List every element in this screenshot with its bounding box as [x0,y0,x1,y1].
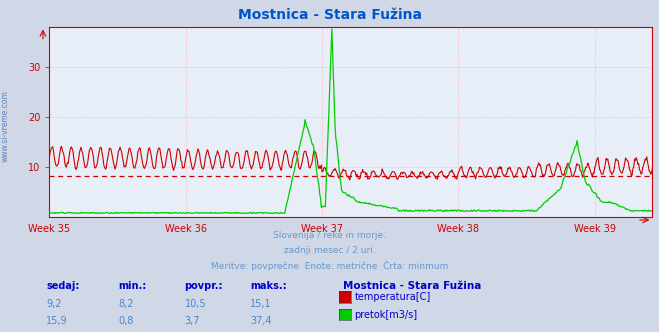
Text: 15,1: 15,1 [250,299,272,309]
Text: 9,2: 9,2 [46,299,62,309]
Text: maks.:: maks.: [250,281,287,290]
Text: 15,9: 15,9 [46,316,68,326]
Text: Week 35: Week 35 [28,224,71,234]
Text: www.si-vreme.com: www.si-vreme.com [1,90,10,162]
Text: 3,7: 3,7 [185,316,200,326]
Text: 8,2: 8,2 [119,299,134,309]
Text: 37,4: 37,4 [250,316,272,326]
Text: zadnji mesec / 2 uri.: zadnji mesec / 2 uri. [283,246,376,255]
Text: Meritve: povprečne  Enote: metrične  Črta: minmum: Meritve: povprečne Enote: metrične Črta:… [211,261,448,271]
Text: Slovenija / reke in morje.: Slovenija / reke in morje. [273,231,386,240]
Text: Mostnica - Stara Fužina: Mostnica - Stara Fužina [343,281,481,290]
Text: pretok[m3/s]: pretok[m3/s] [355,310,418,320]
Text: povpr.:: povpr.: [185,281,223,290]
Text: temperatura[C]: temperatura[C] [355,292,431,302]
Text: Mostnica - Stara Fužina: Mostnica - Stara Fužina [237,8,422,22]
Text: Week 38: Week 38 [438,224,480,234]
Text: sedaj:: sedaj: [46,281,80,290]
Text: 10,5: 10,5 [185,299,206,309]
Text: Week 39: Week 39 [574,224,616,234]
Text: 0,8: 0,8 [119,316,134,326]
Text: min.:: min.: [119,281,147,290]
Text: Week 36: Week 36 [165,224,207,234]
Text: Week 37: Week 37 [301,224,343,234]
